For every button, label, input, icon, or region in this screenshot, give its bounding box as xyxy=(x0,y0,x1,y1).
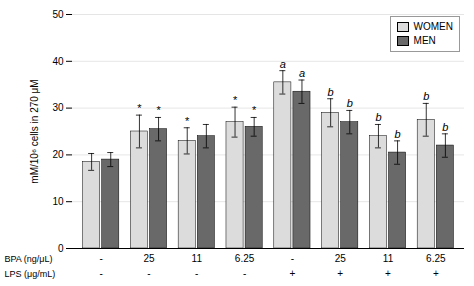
svg-text:b: b xyxy=(328,86,334,98)
svg-text:-: - xyxy=(195,268,198,279)
html-text:MEN: MEN xyxy=(413,35,436,46)
svg-text:b: b xyxy=(442,121,448,133)
svg-text:*: * xyxy=(233,94,238,106)
svg-text:-: - xyxy=(100,268,103,279)
svg-text:+: + xyxy=(289,268,295,279)
svg-text:b: b xyxy=(395,128,401,140)
svg-text:6.25: 6.25 xyxy=(235,253,255,264)
svg-text:50: 50 xyxy=(52,9,64,20)
svg-text:30: 30 xyxy=(52,102,64,113)
svg-text:-: - xyxy=(147,268,150,279)
svg-text:*: * xyxy=(137,102,142,114)
svg-text:b: b xyxy=(347,97,353,109)
svg-text:6.25: 6.25 xyxy=(426,253,446,264)
svg-text:+: + xyxy=(337,268,343,279)
svg-text:b: b xyxy=(375,111,381,123)
svg-text:0: 0 xyxy=(58,243,64,254)
svg-text:11: 11 xyxy=(192,253,203,264)
svg-text:mM/10⁶ cells in 270 μM: mM/10⁶ cells in 270 μM xyxy=(29,79,40,183)
svg-text:LPS (μg/mL): LPS (μg/mL) xyxy=(5,269,56,279)
svg-text:*: * xyxy=(156,104,161,116)
svg-text:+: + xyxy=(385,268,391,279)
svg-text:-: - xyxy=(100,253,103,264)
svg-text:-: - xyxy=(291,253,294,264)
svg-text:+: + xyxy=(433,268,439,279)
svg-text:10: 10 xyxy=(52,196,64,207)
svg-text:*: * xyxy=(252,104,257,116)
svg-text:40: 40 xyxy=(52,56,64,67)
svg-text:-: - xyxy=(243,268,246,279)
svg-text:b: b xyxy=(423,90,429,102)
svg-text:*: * xyxy=(185,115,190,127)
svg-text:20: 20 xyxy=(52,149,64,160)
svg-text:a: a xyxy=(299,67,305,79)
svg-text:25: 25 xyxy=(335,253,347,264)
html-text:WOMEN: WOMEN xyxy=(413,21,453,32)
svg-text:BPA (ng/μL): BPA (ng/μL) xyxy=(5,254,53,264)
svg-text:a: a xyxy=(280,58,286,70)
svg-text:11: 11 xyxy=(383,253,394,264)
svg-text:25: 25 xyxy=(143,253,155,264)
